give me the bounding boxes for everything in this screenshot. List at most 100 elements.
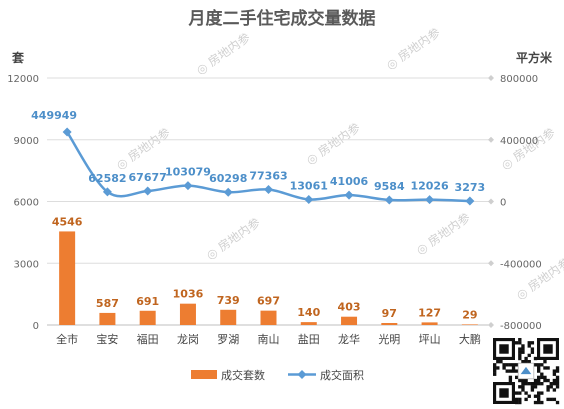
watermark-text: ◎ 房地内参 (193, 29, 253, 77)
qr-module (521, 350, 525, 354)
qr-module (527, 341, 531, 345)
line-point (264, 185, 273, 195)
category-label: 龙岗 (177, 333, 199, 346)
bar-value-label: 1036 (173, 288, 204, 301)
bar-value-label: 140 (297, 306, 320, 319)
bar (99, 312, 116, 325)
line-point (183, 181, 193, 191)
qr-module (524, 391, 528, 395)
qr-module (552, 369, 557, 373)
chart-title: 月度二手住宅成交量数据 (188, 8, 376, 29)
legend-label-bars: 成交套数 (221, 368, 265, 382)
watermark-text: ◎ 房地内参 (203, 214, 263, 262)
line-value-label: 67677 (129, 171, 167, 184)
qr-module (524, 397, 528, 402)
qr-module (533, 382, 538, 386)
left-tick-label: 9000 (14, 136, 39, 147)
qr-module (511, 363, 516, 367)
qr-module (527, 394, 531, 398)
line-point (384, 195, 394, 205)
bar-value-label: 587 (96, 297, 119, 310)
qr-module (508, 363, 513, 367)
qr-module (521, 344, 525, 348)
left-axis-ticks: 0 3000 6000 9000 12000 (7, 74, 39, 332)
bar (260, 310, 277, 325)
line-value-label: 13061 (290, 179, 328, 192)
qr-module (537, 378, 541, 383)
line-value-label: 3273 (455, 181, 486, 194)
bar (220, 309, 237, 325)
qr-module (537, 394, 541, 398)
qr-module (524, 382, 528, 386)
qr-module (537, 397, 541, 402)
qr-module (546, 378, 550, 383)
qr-code-icon (493, 338, 560, 405)
category-labels: 全市 宝安 福田 龙岗 罗湖 南山 盐田 龙华 光明 坪山 大鹏 (56, 332, 481, 346)
line-point (304, 194, 314, 204)
qr-module (537, 363, 541, 367)
qr-module (540, 372, 544, 376)
legend-swatch-bars (191, 370, 217, 379)
qr-module (530, 350, 535, 354)
qr-module (546, 397, 550, 402)
qr-module (518, 350, 522, 354)
qr-module (533, 385, 538, 389)
bar-value-label: 29 (462, 308, 477, 321)
qr-module (511, 366, 516, 370)
qr-module (518, 341, 522, 345)
qr-module (552, 378, 557, 383)
qr-module (518, 391, 522, 395)
qr-module (511, 369, 516, 373)
qr-module (502, 366, 506, 370)
bar-series: 4546 587 691 1036 739 697 140 403 97 127 29 (52, 215, 478, 325)
gridlines (47, 77, 490, 326)
qr-module (515, 363, 519, 367)
category-label: 福田 (137, 332, 159, 346)
qr-module (543, 375, 547, 380)
category-label: 宝安 (96, 332, 118, 346)
qr-module (540, 391, 544, 395)
qr-module (533, 356, 538, 361)
qr-logo-mark (520, 366, 532, 375)
qr-module (555, 375, 560, 380)
qr-module (555, 378, 560, 383)
watermark-text: ◎ 房地内参 (413, 209, 473, 257)
watermark-text: ◎ 房地内参 (303, 119, 363, 167)
qr-module (537, 382, 541, 386)
qr-module (493, 369, 497, 373)
qr-module (521, 382, 525, 386)
legend-label-line: 成交面积 (320, 368, 364, 382)
left-tick-label: 12000 (7, 74, 39, 85)
bar (381, 323, 398, 325)
line-point (102, 187, 112, 197)
line-value-label: 41006 (330, 175, 369, 188)
qr-module (549, 397, 553, 402)
qr-module (555, 400, 560, 405)
qr-module (524, 356, 528, 361)
bar (139, 310, 156, 325)
right-tick-label: 800000 (500, 74, 538, 85)
legend: 成交套数 成交面积 (191, 368, 364, 382)
qr-module (537, 400, 541, 405)
category-label: 龙华 (338, 332, 360, 346)
qr-module (540, 382, 544, 386)
qr-module (518, 353, 522, 358)
category-label: 全市 (56, 332, 78, 346)
bar-value-label: 403 (338, 301, 361, 314)
qr-module (521, 360, 525, 364)
qr-module (521, 378, 525, 383)
qr-module (537, 375, 541, 380)
qr-module (496, 360, 500, 364)
watermark-text: ◎ 房地内参 (383, 24, 443, 72)
qr-module (543, 378, 547, 383)
line-point (425, 195, 435, 205)
right-axis-ticks: -800000 -400000 0 400000 800000 (488, 74, 542, 332)
qr-module (552, 382, 557, 386)
qr-module (508, 369, 513, 373)
legend-marker-line (297, 370, 307, 379)
qr-module (527, 353, 531, 358)
qr-module (508, 375, 513, 380)
qr-module (518, 385, 522, 389)
qr-module (515, 369, 519, 373)
